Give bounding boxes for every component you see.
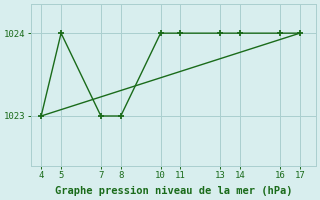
X-axis label: Graphe pression niveau de la mer (hPa): Graphe pression niveau de la mer (hPa) xyxy=(55,186,292,196)
